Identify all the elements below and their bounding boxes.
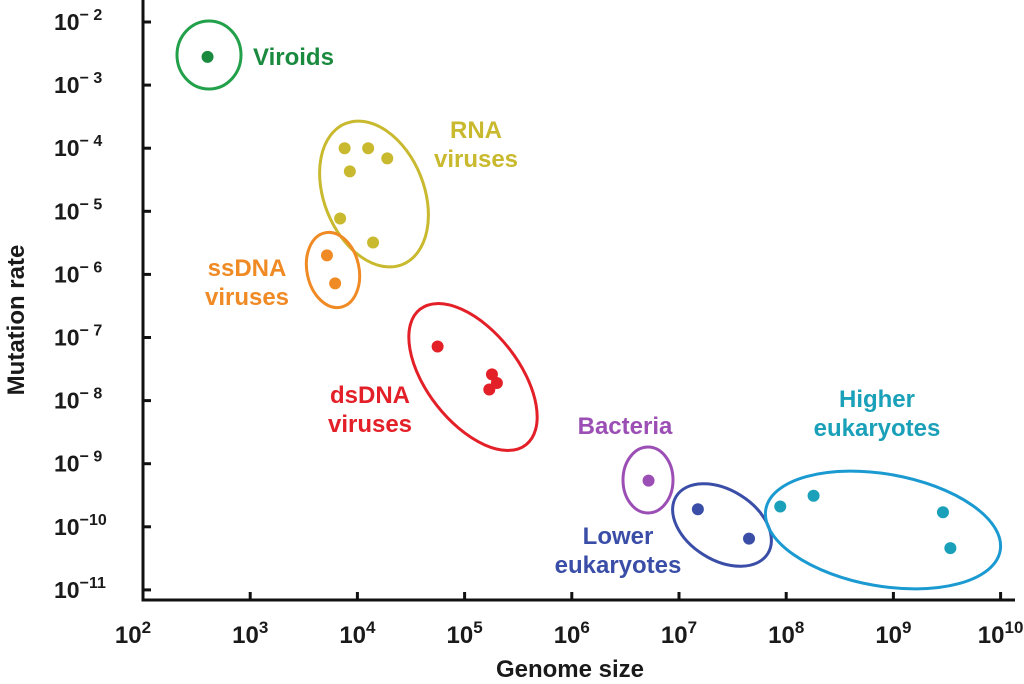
higher-eukaryotes-point — [944, 542, 957, 555]
x-ticks: 102 103 104 105 106 107 108 109 1010 — [115, 592, 1023, 649]
x-tick-label: 102 — [115, 618, 151, 649]
y-tick-label: 10−11 — [54, 575, 106, 603]
y-axis-title: Mutation rate — [3, 245, 30, 396]
higher-eukaryotes-label: Higher eukaryotes — [814, 386, 941, 442]
y-tick-label: 10− 7 — [54, 323, 102, 351]
rna-viruses-ellipse — [318, 119, 430, 269]
rna-viruses-point — [367, 236, 380, 249]
rna-viruses-point — [343, 165, 356, 178]
higher-eukaryotes-ellipse — [763, 469, 1003, 591]
rna-viruses-label: RNA viruses — [434, 117, 518, 173]
y-tick-label: 10− 3 — [54, 70, 102, 98]
x-tick-label: 109 — [875, 618, 911, 649]
x-tick-label: 106 — [554, 618, 590, 649]
y-tick-label: 10− 6 — [54, 259, 102, 287]
x-tick-label: 107 — [661, 618, 697, 649]
x-tick-label: 105 — [447, 618, 483, 649]
axes — [141, 0, 1015, 602]
y-tick-label: 10− 4 — [54, 133, 102, 161]
higher-eukaryotes-point — [807, 489, 820, 502]
y-tick-label: 10− 9 — [54, 449, 102, 477]
y-tick-label: 10− 2 — [54, 7, 102, 35]
viroids-ellipse — [175, 19, 243, 91]
higher-eukaryotes-point — [774, 500, 787, 513]
data-points — [201, 50, 957, 555]
x-tick-label: 108 — [768, 618, 804, 649]
y-ticks: 10− 2 10− 3 10− 4 10− 5 10− 6 10− 7 10− 8 10− 9… — [54, 7, 151, 603]
lower-eukaryotes-ellipse — [671, 482, 773, 568]
lower-eukaryotes-point — [691, 503, 704, 516]
y-tick-label: 10− 5 — [54, 196, 102, 224]
ssdna-viruses-point — [329, 277, 342, 290]
x-tick-label: 104 — [339, 618, 376, 649]
bacteria-ellipse — [621, 445, 675, 515]
viroids-label: Viroids — [253, 44, 334, 71]
x-tick-label: 1010 — [978, 618, 1024, 649]
lower-eukaryotes-label: Lower eukaryotes — [555, 523, 682, 579]
x-tick-label: 103 — [232, 618, 268, 649]
group-labels: Viroids RNA viruses ssDNA viruses dsDNA viruse… — [205, 44, 940, 579]
ssdna-viruses-ellipse — [304, 230, 362, 310]
bacteria-point — [642, 474, 655, 487]
higher-eukaryotes-point — [936, 506, 949, 519]
ssdna-viruses-point — [320, 249, 333, 262]
y-tick-label: 10−10 — [54, 512, 107, 540]
rna-viruses-point — [362, 142, 375, 155]
lower-eukaryotes-point — [743, 532, 756, 545]
ssdna-viruses-label: ssDNA viruses — [205, 255, 289, 311]
rna-viruses-point — [338, 142, 351, 155]
dsdna-viruses-point — [431, 340, 444, 353]
bacteria-label: Bacteria — [578, 413, 673, 440]
group-ellipses — [175, 19, 1003, 591]
dsdna-viruses-label: dsDNA viruses — [328, 382, 412, 438]
viroids-point — [201, 50, 214, 63]
dsdna-viruses-ellipse — [407, 302, 539, 452]
x-axis-title: Genome size — [496, 656, 644, 683]
y-tick-label: 10− 8 — [54, 386, 102, 414]
rna-viruses-point — [334, 212, 347, 225]
rna-viruses-point — [381, 152, 394, 165]
dsdna-viruses-point — [483, 383, 496, 396]
